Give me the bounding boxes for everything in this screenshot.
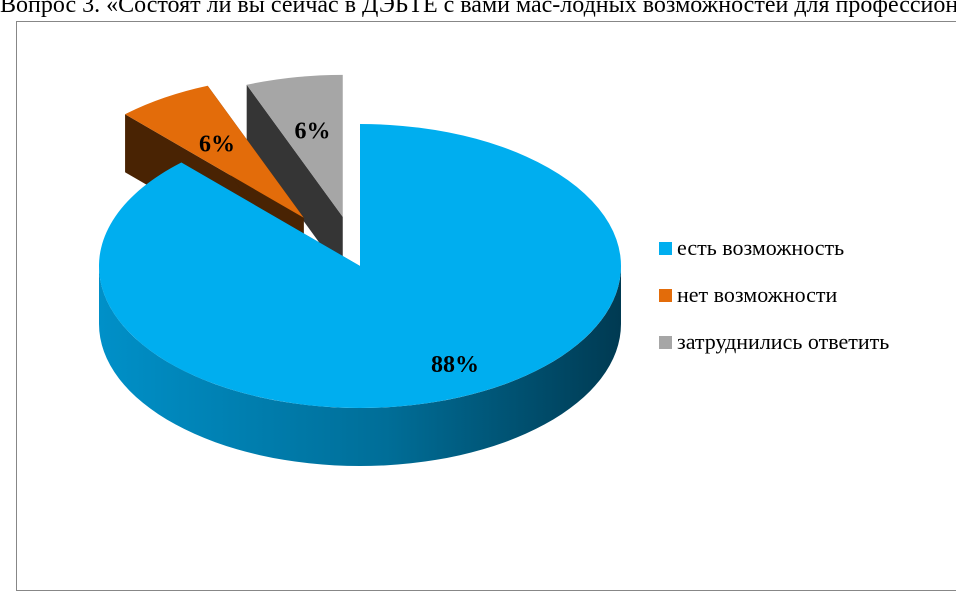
slice-top <box>125 85 304 218</box>
legend-item: нет возможности <box>659 283 889 307</box>
slice-top <box>99 124 622 409</box>
slice-side <box>99 266 621 466</box>
slice-wall <box>246 84 343 275</box>
legend: есть возможность нет возможности затрудн… <box>659 236 889 377</box>
legend-label: затруднились ответить <box>677 329 890 354</box>
legend-item: затруднились ответить <box>659 330 889 354</box>
legend-label: есть возможность <box>677 235 845 260</box>
page-title: Вопрос 3. «Состоят ли вы сейчас в ДЭБТЕ … <box>0 0 956 18</box>
slice-data-label: 88% <box>431 352 479 378</box>
slice-data-label: 6% <box>199 131 235 157</box>
legend-swatch <box>659 241 672 255</box>
slice-data-label: 6% <box>294 118 330 144</box>
legend-swatch <box>659 335 672 349</box>
pie-chart: 6% 6% 88% <box>99 74 622 466</box>
legend-swatch <box>659 288 672 302</box>
slice-top <box>246 74 343 217</box>
slice-labels: 6% 6% 88% <box>199 118 479 378</box>
slice-tops <box>99 74 622 409</box>
legend-label: нет возможности <box>677 282 838 307</box>
legend-item: есть возможность <box>659 236 889 260</box>
